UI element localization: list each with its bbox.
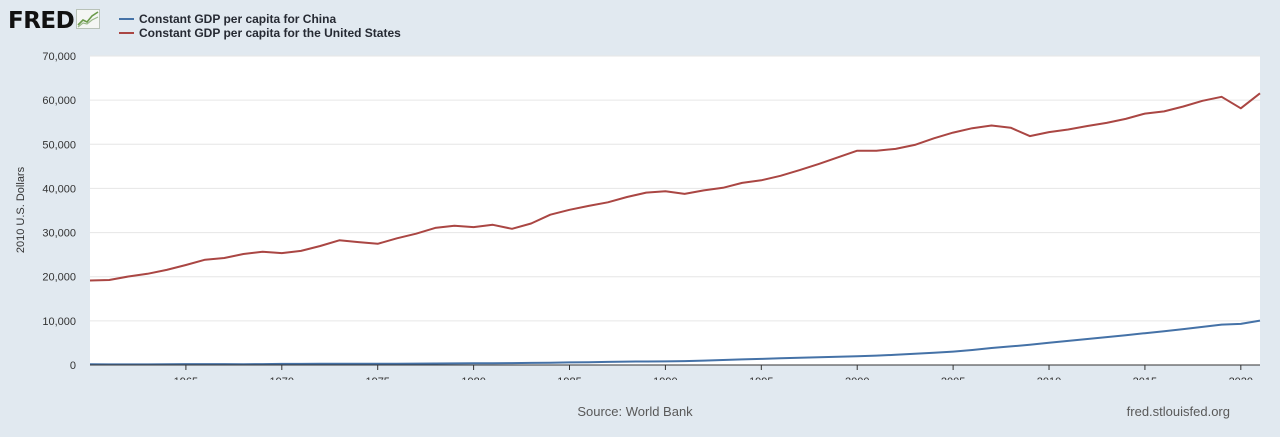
header: FRED Constant GDP per capita for China C… (0, 0, 1280, 50)
y-tick-label: 20,000 (42, 272, 76, 284)
y-tick-label: 70,000 (42, 51, 76, 63)
fred-chart-icon (76, 8, 101, 34)
y-tick-label: 10,000 (42, 316, 76, 328)
y-axis-label: 2010 U.S. Dollars (15, 166, 27, 253)
x-tick-label: 1985 (557, 376, 581, 380)
x-tick-label: 1995 (749, 376, 773, 380)
y-tick-label: 40,000 (42, 183, 76, 195)
x-tick-label: 2000 (845, 376, 869, 380)
x-tick-label: 2005 (941, 376, 965, 380)
x-tick-label: 2015 (1133, 376, 1157, 380)
legend-swatch-united-states (119, 32, 134, 34)
chart-legend: Constant GDP per capita for China Consta… (119, 12, 401, 40)
gridlines (90, 55, 1260, 322)
x-axis-ticks: 1965 1970 1975 1980 1985 1990 1995 2000 2005 2010… (174, 365, 1253, 380)
series-lines (89, 92, 1261, 366)
legend-swatch-china (119, 18, 134, 20)
y-tick-label: 30,000 (42, 228, 76, 240)
y-tick-label: 0 (70, 360, 76, 372)
fred-logo-text: FRED (8, 8, 75, 34)
x-tick-label: 1980 (461, 376, 485, 380)
x-tick-label: 2010 (1037, 376, 1061, 380)
series-line-united-states[interactable] (89, 92, 1261, 282)
fred-site-link[interactable]: fred.stlouisfed.org (1126, 404, 1230, 419)
fred-logo[interactable]: FRED (8, 6, 101, 36)
y-axis-ticks: 0 10,000 20,000 30,000 40,000 50,000 60,000 70,… (42, 51, 76, 372)
x-tick-label: 1990 (653, 376, 677, 380)
source-note: Source: World Bank (577, 404, 693, 419)
line-chart: 0 10,000 20,000 30,000 40,000 50,000 60,000 70,… (15, 51, 1261, 380)
series-line-china[interactable] (89, 319, 1261, 366)
x-tick-label: 1970 (270, 376, 294, 380)
plot-area (90, 56, 1260, 365)
x-tick-label: 2020 (1229, 376, 1253, 380)
x-tick-label: 1975 (365, 376, 389, 380)
legend-label-united-states: Constant GDP per capita for the United S… (139, 26, 401, 40)
legend-item-china[interactable]: Constant GDP per capita for China (119, 12, 401, 26)
legend-label-china: Constant GDP per capita for China (139, 12, 337, 26)
x-tick-label: 1965 (174, 376, 198, 380)
y-tick-label: 60,000 (42, 95, 76, 107)
legend-item-united-states[interactable]: Constant GDP per capita for the United S… (119, 26, 401, 40)
y-tick-label: 50,000 (42, 139, 76, 151)
